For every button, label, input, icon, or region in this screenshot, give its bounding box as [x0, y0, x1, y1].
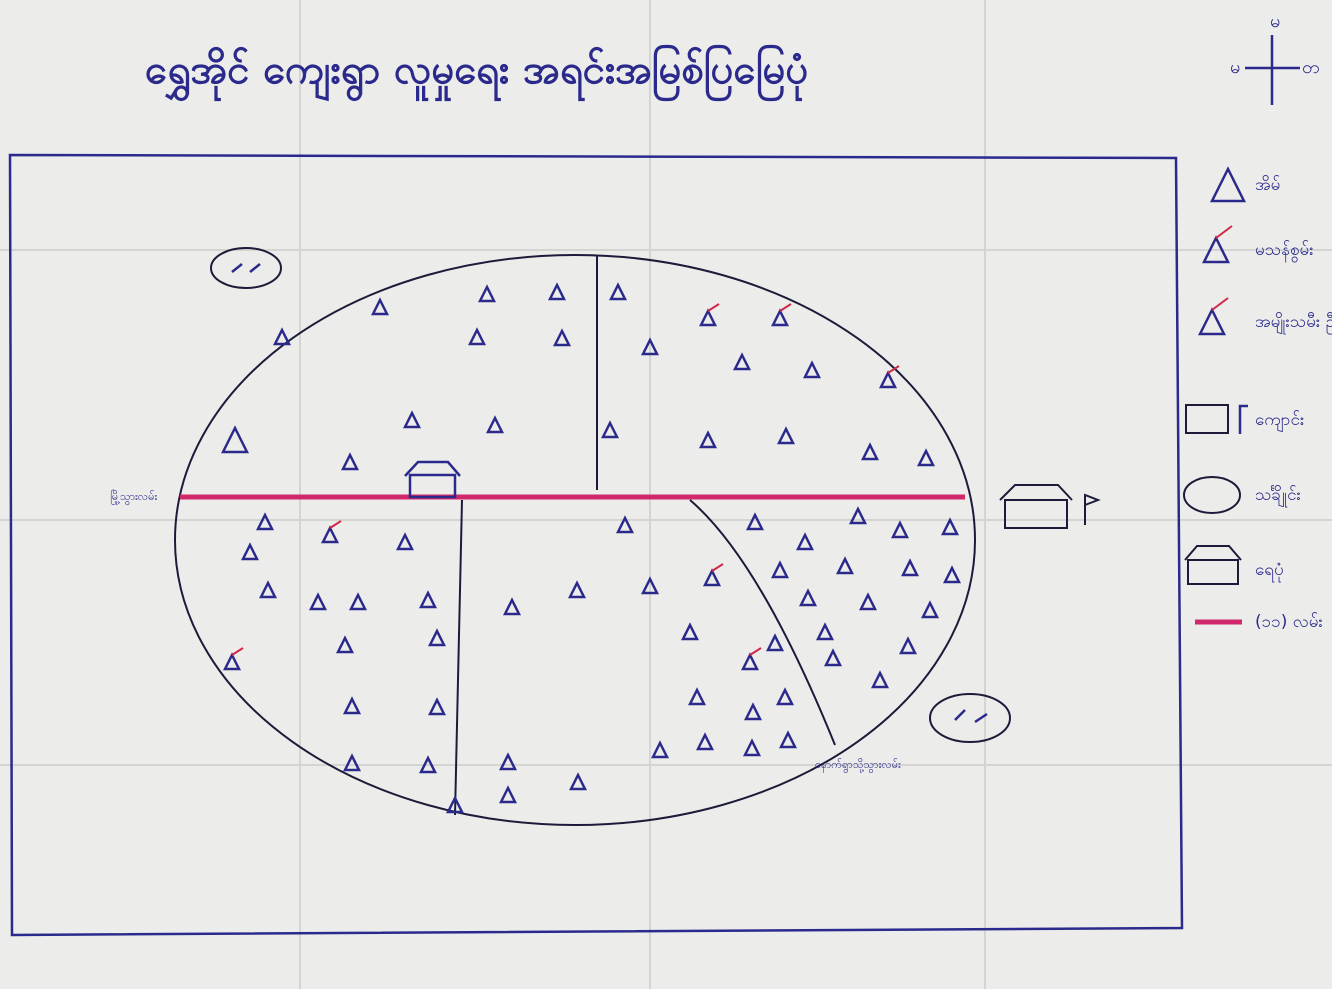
map-photo: ရွှေအိုင် ကျေးရွာ လူမှုရေး အရင်းအမြစ်ပြမ… — [0, 0, 1332, 989]
legend-label: အမျိုးသမီး ဦးဆောင် — [1255, 312, 1332, 335]
road-label: နောက်ရွာသို့သွားလမ်း — [815, 758, 901, 773]
road-label: မြို့သွားလမ်း — [110, 489, 157, 505]
legend-label: အိမ် — [1255, 175, 1280, 195]
compass-east: တ — [1302, 57, 1320, 78]
compass-west: မ — [1230, 57, 1240, 78]
legend-label: ရေပုံ — [1255, 560, 1284, 583]
compass-north: မ — [1270, 11, 1280, 32]
legend-label: ကျောင်း — [1255, 410, 1304, 433]
legend-label: သင်္ချိုင်း — [1255, 485, 1301, 508]
legend-label: မသန်စွမ်း — [1255, 240, 1314, 263]
legend-label: (၁၁) လမ်း — [1255, 612, 1323, 632]
